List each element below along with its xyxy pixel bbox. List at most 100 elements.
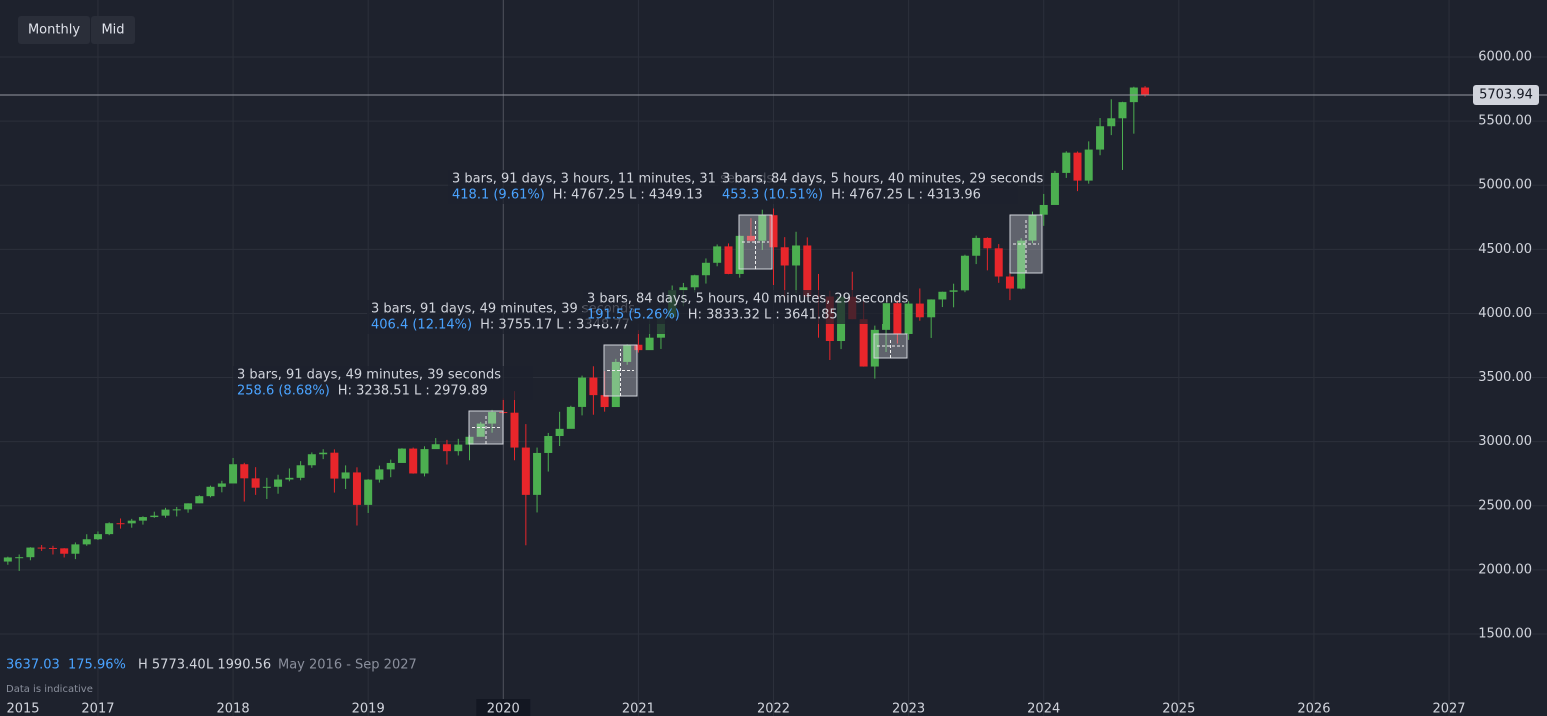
candle-body (296, 465, 305, 478)
measure-range: H: 4767.25 L : 4313.96 (831, 188, 981, 203)
candle-body (746, 235, 755, 241)
candle-body (262, 486, 271, 488)
measure-label-bg (233, 366, 533, 400)
disclaimer: Data is indicative (6, 684, 93, 695)
candle-body (150, 515, 159, 518)
x-tick-label: 2017 (81, 702, 114, 716)
candle-body (93, 534, 102, 540)
candle-body (1039, 204, 1048, 215)
price-type-button[interactable] (91, 16, 135, 44)
x-tick-label: 2026 (1297, 702, 1330, 716)
candle-body (521, 447, 530, 495)
last-price-label: 5703.94 (1479, 87, 1533, 102)
x-tick-label: 2023 (892, 702, 925, 716)
candle-body (949, 290, 958, 292)
interval-label: Monthly (28, 23, 80, 38)
candle-body (938, 291, 947, 300)
candle-body (285, 477, 294, 480)
x-tick-label: 2024 (1027, 702, 1060, 716)
candle-body (578, 377, 587, 407)
candle-body (386, 462, 395, 470)
candle-body (623, 344, 632, 362)
measure-title: 3 bars, 91 days, 3 hours, 11 minutes, 31… (452, 172, 773, 187)
candle-body (409, 448, 418, 474)
measure-title: 3 bars, 91 days, 49 minutes, 39 seconds (237, 368, 501, 383)
stat-high: H 5773.40 (138, 658, 206, 673)
measure-label-bg (718, 170, 1018, 204)
candle-body (893, 303, 902, 334)
candle-body (1073, 152, 1082, 181)
candle-body (352, 472, 361, 505)
candle-body (1118, 102, 1127, 119)
measure-change: 406.4 (12.14%) (371, 318, 472, 333)
candle-body (701, 262, 710, 276)
stat-change: 175.96% (68, 658, 126, 673)
interval-button[interactable] (18, 16, 90, 44)
candle-body (319, 452, 328, 455)
candle-body (48, 547, 57, 549)
measure-range: H: 3238.51 L : 2979.89 (338, 384, 488, 399)
y-tick-label: 3500.00 (1478, 370, 1532, 385)
candle-body (465, 436, 474, 445)
candle-body (307, 454, 316, 466)
candle-body (510, 412, 519, 448)
measure-change: 418.1 (9.61%) (452, 188, 545, 203)
candle-body (870, 329, 879, 367)
candle-body (206, 486, 215, 497)
candle-body (375, 469, 384, 480)
measure-range: H: 4767.25 L : 4349.13 (553, 188, 703, 203)
candle-body (544, 436, 553, 453)
candle-body (240, 464, 249, 479)
candle-body (488, 412, 497, 424)
candle-body (1062, 152, 1071, 173)
candle-body (645, 337, 654, 351)
candle-body (105, 523, 114, 535)
measure-label-bg (448, 170, 748, 204)
candle-body (769, 215, 778, 248)
candle-body (127, 520, 136, 524)
measure-change: 191.5 (5.26%) (587, 308, 680, 323)
candle-body (161, 509, 170, 516)
candle-body (172, 509, 181, 511)
y-tick-label: 5500.00 (1478, 114, 1532, 129)
measure-change: 453.3 (10.51%) (722, 188, 823, 203)
candle-body (533, 452, 542, 495)
candle-body (1050, 172, 1059, 205)
y-tick-label: 4500.00 (1478, 242, 1532, 257)
measure-label-bg (583, 290, 883, 324)
price-type-label: Mid (101, 23, 124, 38)
candle-body (634, 344, 643, 351)
candle-body (454, 444, 463, 452)
candle-body (611, 361, 620, 408)
stat-period: May 2016 - Sep 2027 (278, 658, 417, 673)
candle-body (780, 247, 789, 266)
candle-body (330, 452, 339, 479)
candle-body (184, 503, 193, 510)
candle-body (803, 245, 812, 297)
candle-body (904, 303, 913, 334)
candle-body (724, 246, 733, 274)
candle-body (71, 544, 80, 554)
candle-body (983, 237, 992, 249)
x-tick-label: 2021 (622, 702, 655, 716)
candle-body (138, 517, 147, 521)
candle-body (972, 237, 981, 256)
candle-body (589, 377, 598, 396)
candle-body (364, 479, 373, 505)
x-tick-label: 2025 (1162, 702, 1195, 716)
candle-body (60, 548, 69, 554)
y-tick-label: 5000.00 (1478, 178, 1532, 193)
stat-low: L 1990.56 (206, 658, 271, 673)
candle-body (442, 444, 451, 452)
candle-body (431, 444, 440, 450)
candle-body (26, 547, 35, 558)
candle-body (229, 464, 238, 484)
candle-body (251, 478, 260, 488)
x-edge-label: 2015 (6, 702, 39, 716)
candle-body (15, 557, 24, 559)
measure-title: 3 bars, 91 days, 49 minutes, 39 seconds (371, 302, 635, 317)
candle-body (274, 479, 283, 487)
measure-title: 3 bars, 84 days, 5 hours, 40 minutes, 29… (722, 172, 1043, 187)
